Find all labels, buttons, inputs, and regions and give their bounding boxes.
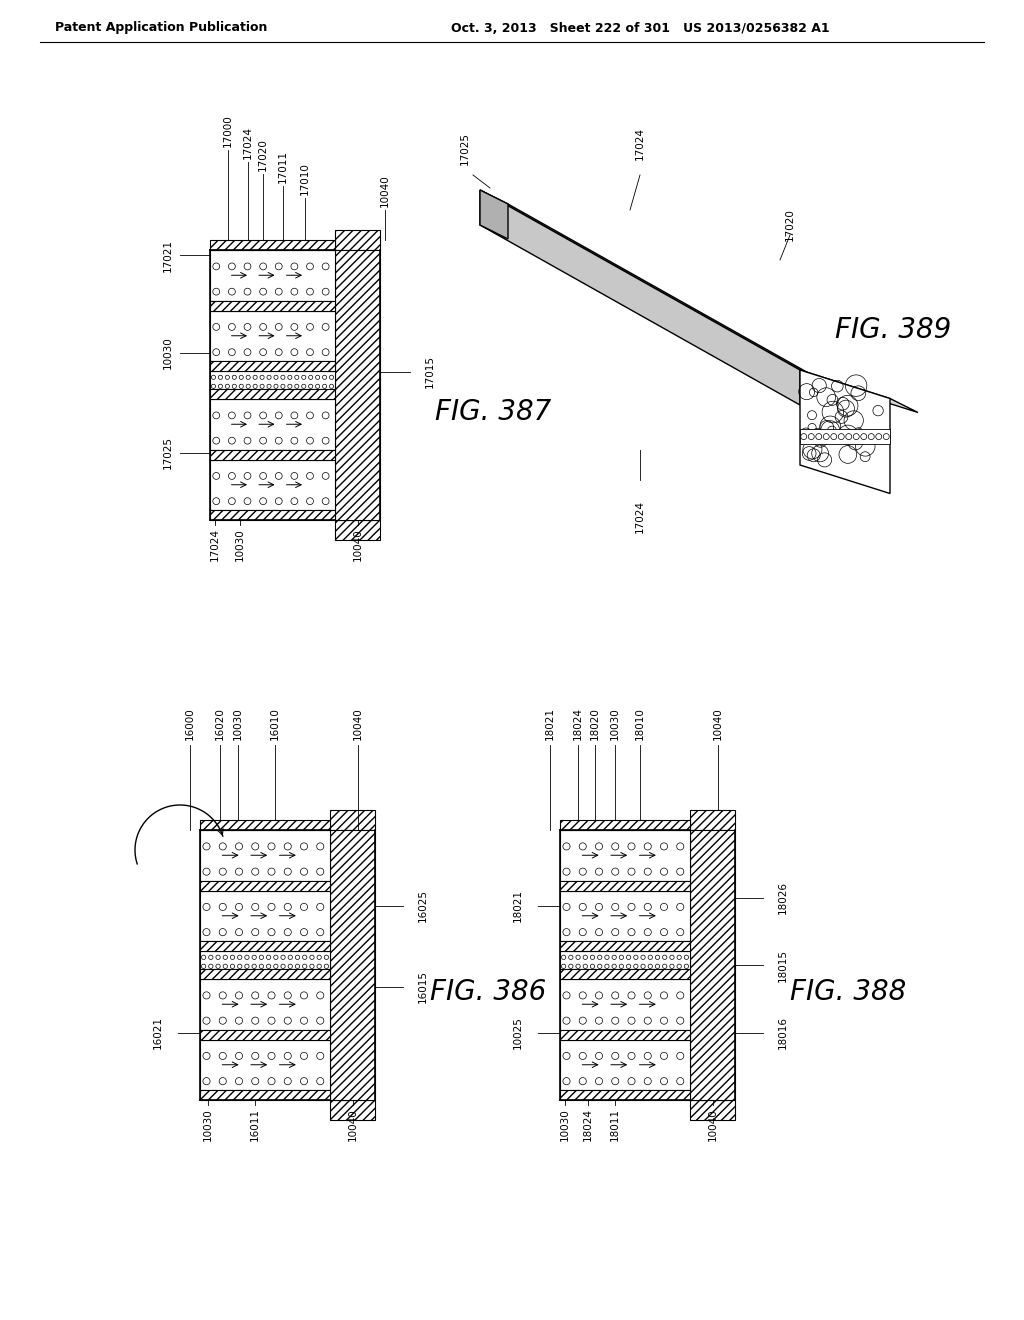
Bar <box>210 389 335 399</box>
Text: 10040: 10040 <box>380 174 390 207</box>
Bar <box>560 1040 690 1090</box>
Bar <box>200 969 330 979</box>
Text: 17024: 17024 <box>210 528 220 561</box>
Text: 17021: 17021 <box>163 239 173 272</box>
Text: 10030: 10030 <box>203 1107 213 1140</box>
Text: 10040: 10040 <box>708 1107 718 1140</box>
Text: 17020: 17020 <box>258 139 268 172</box>
Text: 16025: 16025 <box>418 890 428 923</box>
Text: 18020: 18020 <box>590 708 600 741</box>
Text: 18021: 18021 <box>513 890 523 923</box>
Bar <box>560 1090 690 1100</box>
Bar <box>200 820 330 830</box>
Text: 18024: 18024 <box>573 708 583 741</box>
Bar <box>200 1040 330 1090</box>
Bar <box>210 249 335 301</box>
Polygon shape <box>480 190 800 405</box>
Text: 10030: 10030 <box>610 708 620 741</box>
Bar <box>210 399 335 450</box>
Text: 17010: 17010 <box>300 162 310 195</box>
Bar <box>210 310 335 360</box>
Text: 16021: 16021 <box>153 1016 163 1049</box>
Text: 17025: 17025 <box>460 132 470 165</box>
Text: 16011: 16011 <box>250 1107 260 1140</box>
Text: 10040: 10040 <box>352 708 362 741</box>
Bar <box>335 520 380 540</box>
Bar <box>560 891 690 941</box>
Bar <box>560 941 690 950</box>
Bar <box>330 830 375 1100</box>
Text: 16015: 16015 <box>418 970 428 1003</box>
Polygon shape <box>800 370 890 494</box>
Polygon shape <box>800 370 918 412</box>
Text: 18024: 18024 <box>583 1107 593 1140</box>
Text: 16000: 16000 <box>185 708 195 741</box>
Text: 17024: 17024 <box>635 127 645 160</box>
Bar <box>210 240 335 249</box>
Text: Patent Application Publication: Patent Application Publication <box>55 21 267 34</box>
Bar <box>210 360 335 371</box>
Bar <box>560 950 690 969</box>
Text: FIG. 388: FIG. 388 <box>790 978 906 1006</box>
Bar <box>210 510 335 520</box>
Text: 10030: 10030 <box>163 337 173 370</box>
Text: 10030: 10030 <box>560 1107 570 1140</box>
Polygon shape <box>480 190 508 239</box>
Bar <box>690 830 735 1100</box>
Bar <box>200 830 330 880</box>
Bar <box>330 1100 375 1119</box>
Text: 18015: 18015 <box>778 949 788 982</box>
Text: 16020: 16020 <box>215 708 225 741</box>
Bar <box>200 950 330 969</box>
Text: 18016: 18016 <box>778 1016 788 1049</box>
Bar <box>560 880 690 891</box>
Bar <box>560 969 690 979</box>
Text: FIG. 387: FIG. 387 <box>435 399 551 426</box>
Bar <box>200 891 330 941</box>
Bar <box>560 1030 690 1040</box>
Bar <box>200 1090 330 1100</box>
Text: 16010: 16010 <box>270 708 280 741</box>
Text: 17011: 17011 <box>278 150 288 183</box>
Bar <box>560 820 690 830</box>
Bar <box>200 941 330 950</box>
Bar <box>200 979 330 1030</box>
Bar <box>210 371 335 389</box>
Text: 10030: 10030 <box>234 528 245 561</box>
Text: FIG. 389: FIG. 389 <box>835 315 951 345</box>
Text: 17000: 17000 <box>223 115 233 147</box>
Bar <box>690 810 735 830</box>
Bar <box>200 880 330 891</box>
Bar <box>210 459 335 510</box>
Text: FIG. 386: FIG. 386 <box>430 978 546 1006</box>
Text: 17024: 17024 <box>635 500 645 533</box>
Bar <box>690 1100 735 1119</box>
Text: 17015: 17015 <box>425 355 435 388</box>
Text: 10040: 10040 <box>352 528 362 561</box>
Text: 18010: 18010 <box>635 708 645 741</box>
Bar <box>335 230 380 249</box>
Text: 18026: 18026 <box>778 880 788 913</box>
Text: 10040: 10040 <box>713 708 723 741</box>
Polygon shape <box>480 190 828 384</box>
Text: 10040: 10040 <box>347 1107 357 1140</box>
Text: 10025: 10025 <box>513 1016 523 1049</box>
Bar <box>330 810 375 830</box>
Bar <box>335 249 380 520</box>
Bar <box>210 301 335 310</box>
Text: 17024: 17024 <box>243 125 253 158</box>
Bar <box>800 429 890 444</box>
Text: 17025: 17025 <box>163 436 173 469</box>
Text: 10030: 10030 <box>233 708 243 741</box>
Text: 18011: 18011 <box>610 1107 620 1140</box>
Bar <box>560 830 690 880</box>
Bar <box>200 1030 330 1040</box>
Bar <box>210 450 335 459</box>
Text: 18021: 18021 <box>545 708 555 741</box>
Text: Oct. 3, 2013   Sheet 222 of 301   US 2013/0256382 A1: Oct. 3, 2013 Sheet 222 of 301 US 2013/02… <box>451 21 829 34</box>
Text: 17020: 17020 <box>785 209 795 242</box>
Bar <box>560 979 690 1030</box>
